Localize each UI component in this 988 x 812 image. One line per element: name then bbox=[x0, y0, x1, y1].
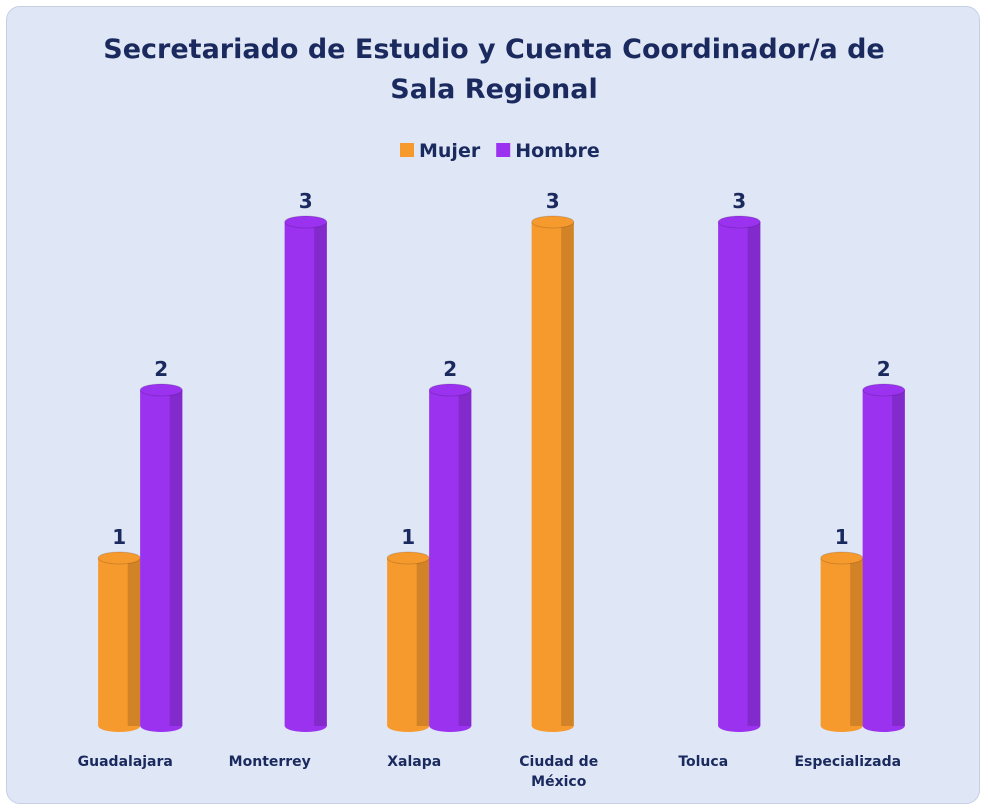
legend-label: Hombre bbox=[515, 140, 600, 162]
data-label: 1 bbox=[112, 525, 126, 549]
bar-shadow bbox=[850, 558, 863, 726]
legend-swatch bbox=[400, 143, 414, 157]
bar-shadow bbox=[169, 390, 183, 726]
bar-top bbox=[717, 215, 761, 229]
bar-top bbox=[820, 551, 864, 565]
bar bbox=[531, 215, 575, 732]
bar bbox=[97, 551, 141, 732]
data-label: 2 bbox=[154, 357, 168, 381]
chart-title: Secretariado de Estudio y Cuenta Coordin… bbox=[103, 34, 885, 105]
x-tick-label: Xalapa bbox=[387, 754, 442, 770]
bar-shade bbox=[387, 558, 430, 726]
data-label: 3 bbox=[546, 189, 560, 213]
bar-shadow bbox=[561, 222, 574, 726]
legend-label: Mujer bbox=[419, 140, 481, 162]
bar-shade bbox=[820, 558, 863, 726]
bar bbox=[284, 215, 328, 732]
x-tick-label: Especializada bbox=[794, 754, 902, 770]
bar-shadow bbox=[747, 222, 761, 726]
bar-shade bbox=[531, 222, 574, 726]
bar bbox=[717, 215, 761, 732]
x-tick-label: Ciudad de México bbox=[519, 754, 599, 790]
bar bbox=[139, 383, 183, 732]
bar-shade bbox=[862, 390, 905, 726]
bar bbox=[820, 551, 864, 732]
data-label: 2 bbox=[443, 357, 457, 381]
bar-top bbox=[531, 215, 575, 229]
bar bbox=[386, 551, 430, 732]
bar-top bbox=[386, 551, 430, 565]
bar-top bbox=[139, 383, 183, 397]
data-label: 3 bbox=[732, 189, 746, 213]
x-tick-label: Guadalajara bbox=[77, 754, 173, 770]
data-label: 1 bbox=[401, 525, 415, 549]
bar-top bbox=[97, 551, 141, 565]
bar-shade bbox=[284, 222, 327, 726]
data-label: 1 bbox=[835, 525, 849, 549]
bar bbox=[428, 383, 472, 732]
x-tick-label: Toluca bbox=[678, 754, 729, 770]
bar-shadow bbox=[892, 390, 905, 726]
bar-shadow bbox=[314, 222, 327, 726]
bar-shade bbox=[429, 390, 472, 726]
bar-shadow bbox=[127, 558, 141, 726]
x-tick-label: Monterrey bbox=[228, 754, 311, 770]
bar-top bbox=[862, 383, 906, 397]
bar-shadow bbox=[416, 558, 430, 726]
bar-shade bbox=[98, 558, 141, 726]
bar-shade bbox=[140, 390, 183, 726]
data-label: 3 bbox=[299, 189, 313, 213]
bar bbox=[862, 383, 906, 732]
bar-shade bbox=[718, 222, 761, 726]
bar-shadow bbox=[458, 390, 472, 726]
data-label: 2 bbox=[877, 357, 891, 381]
bar-top bbox=[428, 383, 472, 397]
bar-top bbox=[284, 215, 328, 229]
legend-swatch bbox=[496, 143, 511, 157]
